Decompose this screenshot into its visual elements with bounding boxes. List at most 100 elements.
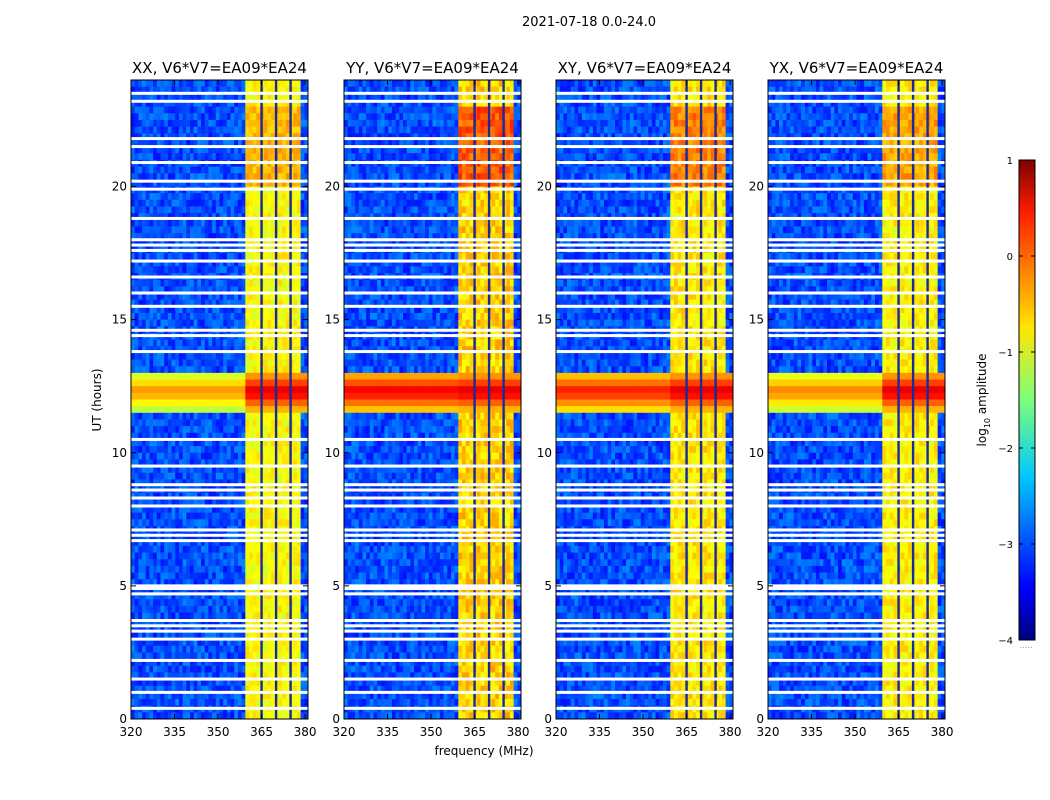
heatmap-cell — [252, 179, 257, 187]
heatmap-cell — [193, 639, 198, 647]
heatmap-cell — [171, 266, 176, 274]
heatmap-cell — [249, 479, 254, 487]
heatmap-cell — [506, 106, 511, 114]
heatmap-cell — [131, 213, 136, 221]
heatmap-cell — [193, 166, 198, 174]
heatmap-cell — [267, 359, 272, 367]
heatmap-cell — [178, 86, 184, 94]
heatmap-cell — [263, 379, 268, 387]
heatmap-cell — [263, 419, 268, 427]
heatmap-cell — [134, 266, 139, 274]
heatmap-cell — [241, 339, 246, 347]
heatmap-cell — [149, 372, 154, 380]
heatmap-cell — [167, 572, 172, 580]
heatmap-cell — [156, 119, 161, 127]
heatmap-cell — [285, 293, 290, 301]
heatmap-cell — [178, 133, 184, 141]
heatmap-cell — [252, 233, 257, 241]
heatmap-cell — [234, 399, 239, 407]
heatmap-cell — [256, 346, 261, 354]
heatmap-cell — [296, 106, 302, 114]
heatmap-cell — [212, 419, 217, 427]
heatmap-cell — [252, 279, 257, 287]
heatmap-cell — [153, 193, 158, 201]
heatmap-cell — [249, 372, 254, 380]
heatmap-cell — [156, 652, 161, 660]
heatmap-cell — [204, 712, 209, 720]
heatmap-cell — [134, 346, 139, 354]
heatmap-cell — [156, 679, 161, 687]
heatmap-cell — [149, 199, 154, 207]
heatmap-cell — [293, 219, 298, 227]
heatmap-cell — [391, 80, 397, 88]
heatmap-cell — [252, 306, 257, 314]
heatmap-cell — [204, 99, 209, 108]
heatmap-cell — [186, 146, 191, 154]
heatmap-cell — [491, 113, 496, 121]
heatmap-cell — [219, 479, 224, 487]
heatmap-cell — [252, 199, 257, 207]
heatmap-cell — [267, 479, 272, 487]
heatmap-cell — [223, 466, 228, 474]
heatmap-cell — [219, 552, 224, 560]
heatmap-cell — [193, 412, 198, 420]
heatmap-cell — [178, 99, 184, 108]
heatmap-cell — [208, 539, 213, 547]
heatmap-cell — [428, 99, 433, 108]
flagged-row — [131, 690, 308, 694]
heatmap-cell — [271, 366, 276, 374]
heatmap-cell — [201, 572, 206, 580]
heatmap-cell — [293, 126, 298, 134]
flagged-row — [131, 304, 308, 308]
heatmap-cell — [193, 592, 198, 600]
heatmap-cell — [300, 399, 305, 407]
heatmap-cell — [230, 93, 235, 101]
heatmap-cell — [156, 399, 161, 407]
heatmap-cell — [212, 479, 217, 487]
heatmap-cell — [285, 572, 290, 580]
heatmap-cell — [208, 173, 213, 181]
heatmap-cell — [237, 146, 243, 154]
heatmap-cell — [197, 645, 202, 653]
heatmap-cell — [355, 93, 360, 101]
heatmap-cell — [296, 639, 302, 647]
heatmap-cell — [223, 199, 228, 207]
heatmap-cell — [447, 106, 452, 114]
heatmap-cell — [245, 126, 250, 134]
heatmap-cell — [347, 86, 352, 94]
heatmap-cell — [142, 692, 147, 700]
heatmap-cell — [208, 692, 213, 700]
heatmap-cell — [178, 572, 184, 580]
heatmap-cell — [271, 479, 276, 487]
heatmap-cell — [282, 293, 287, 301]
heatmap-cell — [282, 659, 287, 667]
heatmap-cell — [164, 126, 169, 134]
heatmap-cell — [190, 552, 195, 560]
heatmap-cell — [193, 346, 198, 354]
heatmap-cell — [271, 699, 276, 707]
heatmap-cell — [156, 239, 161, 247]
heatmap-cell — [223, 352, 228, 360]
heatmap-cell — [160, 552, 165, 560]
heatmap-cell — [282, 419, 287, 427]
heatmap-cell — [237, 213, 243, 221]
heatmap-cell — [153, 219, 158, 227]
heatmap-cell — [480, 93, 485, 101]
heatmap-cell — [237, 559, 243, 567]
heatmap-cell — [230, 492, 235, 500]
heatmap-cell — [156, 379, 161, 387]
heatmap-cell — [175, 153, 180, 161]
heatmap-cell — [267, 299, 272, 307]
heatmap-cell — [178, 139, 184, 147]
heatmap-cell — [241, 592, 246, 600]
heatmap-cell — [197, 173, 202, 181]
heatmap-cell — [193, 199, 198, 207]
heatmap-cell — [171, 219, 176, 227]
heatmap-cell — [256, 193, 261, 201]
heatmap-cell — [145, 213, 150, 221]
heatmap-cell — [237, 199, 243, 207]
heatmap-cell — [263, 199, 268, 207]
heatmap-cell — [153, 412, 158, 420]
heatmap-cell — [219, 672, 224, 680]
heatmap-cell — [182, 679, 187, 687]
